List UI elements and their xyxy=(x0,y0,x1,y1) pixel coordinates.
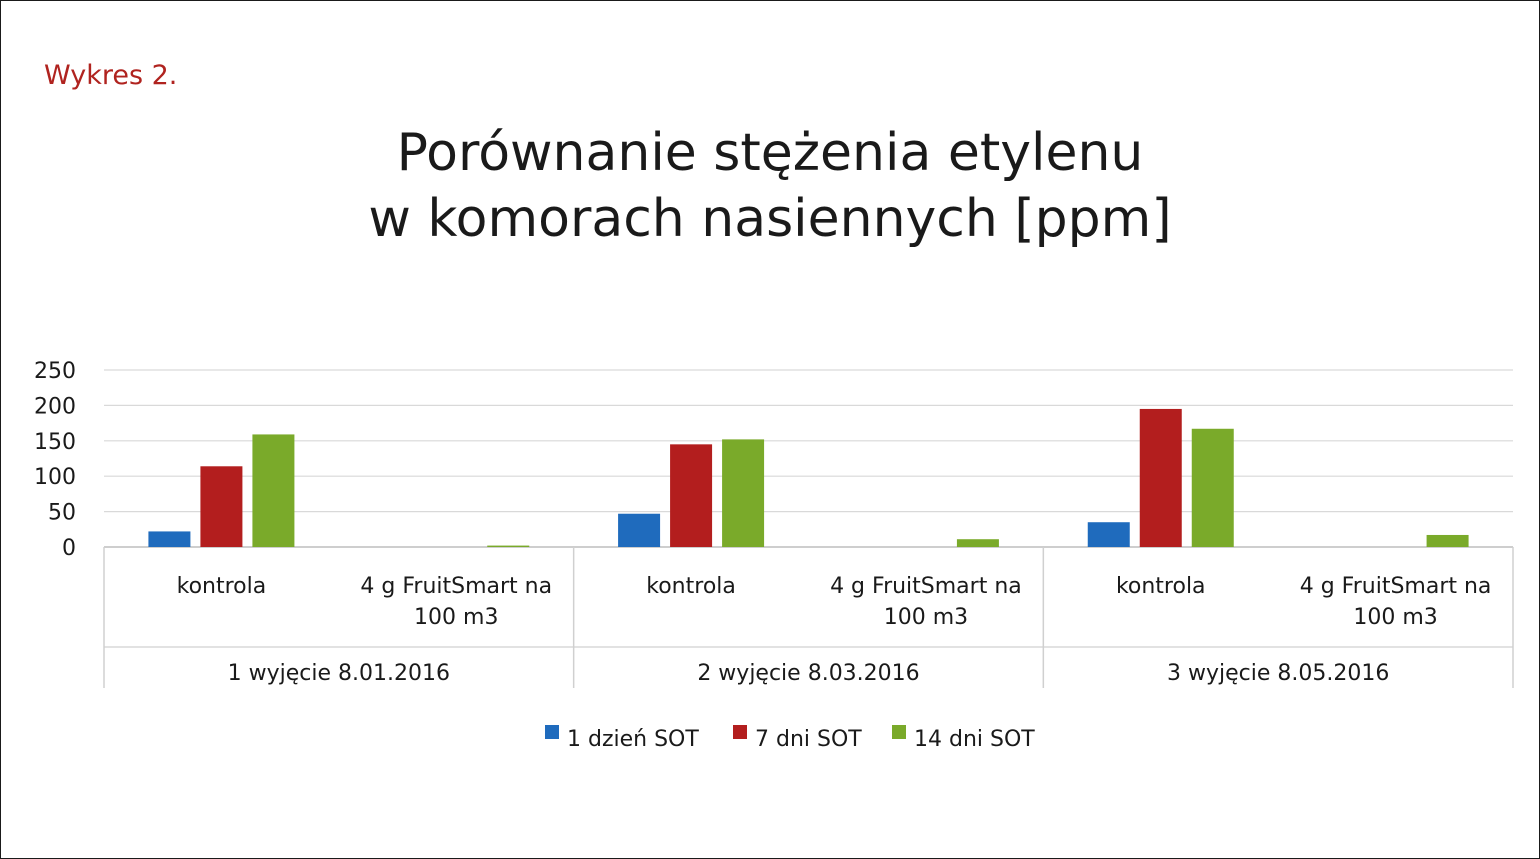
y-tick-label: 150 xyxy=(34,430,76,455)
category-label: kontrola xyxy=(177,574,267,599)
bar xyxy=(1426,534,1469,547)
bar xyxy=(148,531,191,547)
bar xyxy=(1087,522,1130,547)
legend-label: 7 dni SOT xyxy=(755,727,862,752)
group-label: 2 wyjęcie 8.03.2016 xyxy=(697,661,919,686)
bar xyxy=(1139,408,1182,547)
bar xyxy=(670,444,713,547)
bar xyxy=(618,513,661,547)
y-tick-label: 50 xyxy=(48,501,76,526)
bar xyxy=(722,439,765,547)
category-label: 4 g FruitSmart na xyxy=(1300,574,1492,599)
y-tick-label: 200 xyxy=(34,394,76,419)
bar xyxy=(956,539,999,547)
legend-swatch xyxy=(545,725,559,739)
chart-title: Porównanie stężenia etylenu w komorach n… xyxy=(0,120,1540,252)
category-label: kontrola xyxy=(1116,574,1206,599)
legend-label: 14 dni SOT xyxy=(914,727,1035,752)
category-label: 100 m3 xyxy=(414,605,498,630)
category-label: kontrola xyxy=(646,574,736,599)
legend-swatch xyxy=(892,725,906,739)
legend-swatch xyxy=(733,725,747,739)
legend-label: 1 dzień SOT xyxy=(567,727,699,752)
chart-title-line-1: Porównanie stężenia etylenu xyxy=(396,123,1144,183)
category-label: 4 g FruitSmart na xyxy=(830,574,1022,599)
bar xyxy=(252,434,295,547)
bar xyxy=(1191,428,1234,547)
y-tick-label: 0 xyxy=(62,536,76,561)
chart-title-line-2: w komorach nasiennych [ppm] xyxy=(368,189,1172,249)
category-label: 100 m3 xyxy=(1353,605,1437,630)
group-label: 3 wyjęcie 8.05.2016 xyxy=(1167,661,1389,686)
category-label: 100 m3 xyxy=(884,605,968,630)
bar xyxy=(487,545,530,547)
figure-label: Wykres 2. xyxy=(44,60,178,91)
category-label: 4 g FruitSmart na xyxy=(360,574,552,599)
group-label: 1 wyjęcie 8.01.2016 xyxy=(228,661,450,686)
y-tick-label: 250 xyxy=(34,359,76,384)
bar xyxy=(200,466,243,547)
y-tick-label: 100 xyxy=(34,465,76,490)
